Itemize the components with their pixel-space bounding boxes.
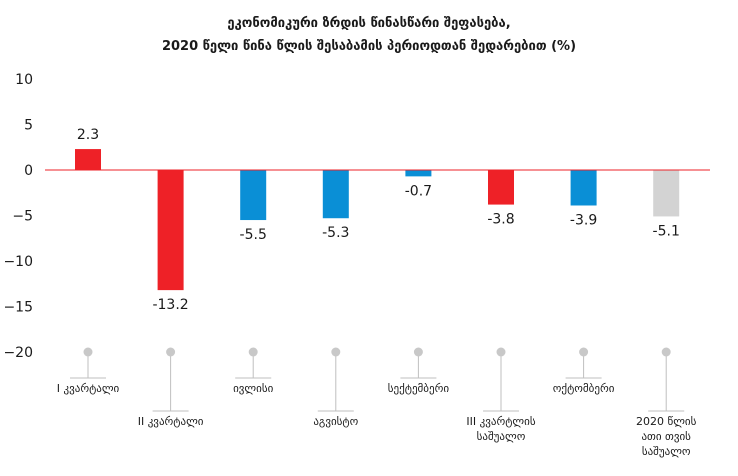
chart-title-line-1: ეკონომიკური ზრდის წინასწარი შეფასება, [227,16,510,31]
category-label: ათი თვის [641,430,691,443]
category-label: ივლისი [233,382,273,395]
category-marker [579,347,589,357]
category-marker [248,347,258,357]
category-axis: I კვარტალი II კვარტალი ივლისი აგვისტო სექტემ… [57,347,697,458]
bar [405,170,432,177]
y-tick-label: −20 [3,345,33,361]
bar [75,149,101,170]
y-tick-label: −15 [3,300,33,316]
data-label: -5.3 [322,225,349,241]
category-marker [83,347,93,357]
category-label: II კვარტალი [138,415,204,428]
category-marker [496,347,506,357]
data-label: -13.2 [152,297,188,313]
category-label: III კვარტლის [466,415,535,428]
bar [240,170,267,221]
bar [570,170,597,206]
y-tick-label: 0 [24,163,33,179]
data-label: -5.1 [653,223,680,239]
category-marker [166,347,176,357]
category-label: I კვარტალი [57,382,120,395]
category-marker [661,347,671,357]
category-label: 2020 წლის [636,415,697,428]
data-label: -3.8 [487,212,514,228]
category-marker [413,347,423,357]
data-labels: 2.3 -13.2 -5.5 -5.3 -0.7 -3.8 -3.9 -5.1 [77,127,680,313]
category-marker [331,347,341,357]
category-label: ოქტომბერი [553,382,615,395]
bar [157,170,184,291]
category-label: საშუალო [477,430,526,443]
category-label: საშუალო [642,445,691,458]
data-label: 2.3 [77,127,99,143]
data-label: -3.9 [570,212,597,228]
bar [653,170,680,217]
y-tick-label: −5 [12,209,33,225]
y-axis: 10 5 0 −5 −10 −15 −20 [3,72,33,361]
category-label: სექტემბერი [388,382,450,395]
bars [75,149,680,291]
chart-title: ეკონომიკური ზრდის წინასწარი შეფასება, 20… [162,16,576,54]
data-label: -5.5 [240,227,267,243]
y-tick-label: 10 [15,72,33,88]
y-tick-label: 5 [24,118,33,134]
bar [322,170,349,219]
y-tick-label: −10 [3,254,33,270]
bar [488,170,514,205]
category-label: აგვისტო [313,415,358,428]
chart-title-line-2: 2020 წელი წინა წლის შესაბამის პერიოდთან … [162,39,576,54]
data-label: -0.7 [405,183,432,199]
